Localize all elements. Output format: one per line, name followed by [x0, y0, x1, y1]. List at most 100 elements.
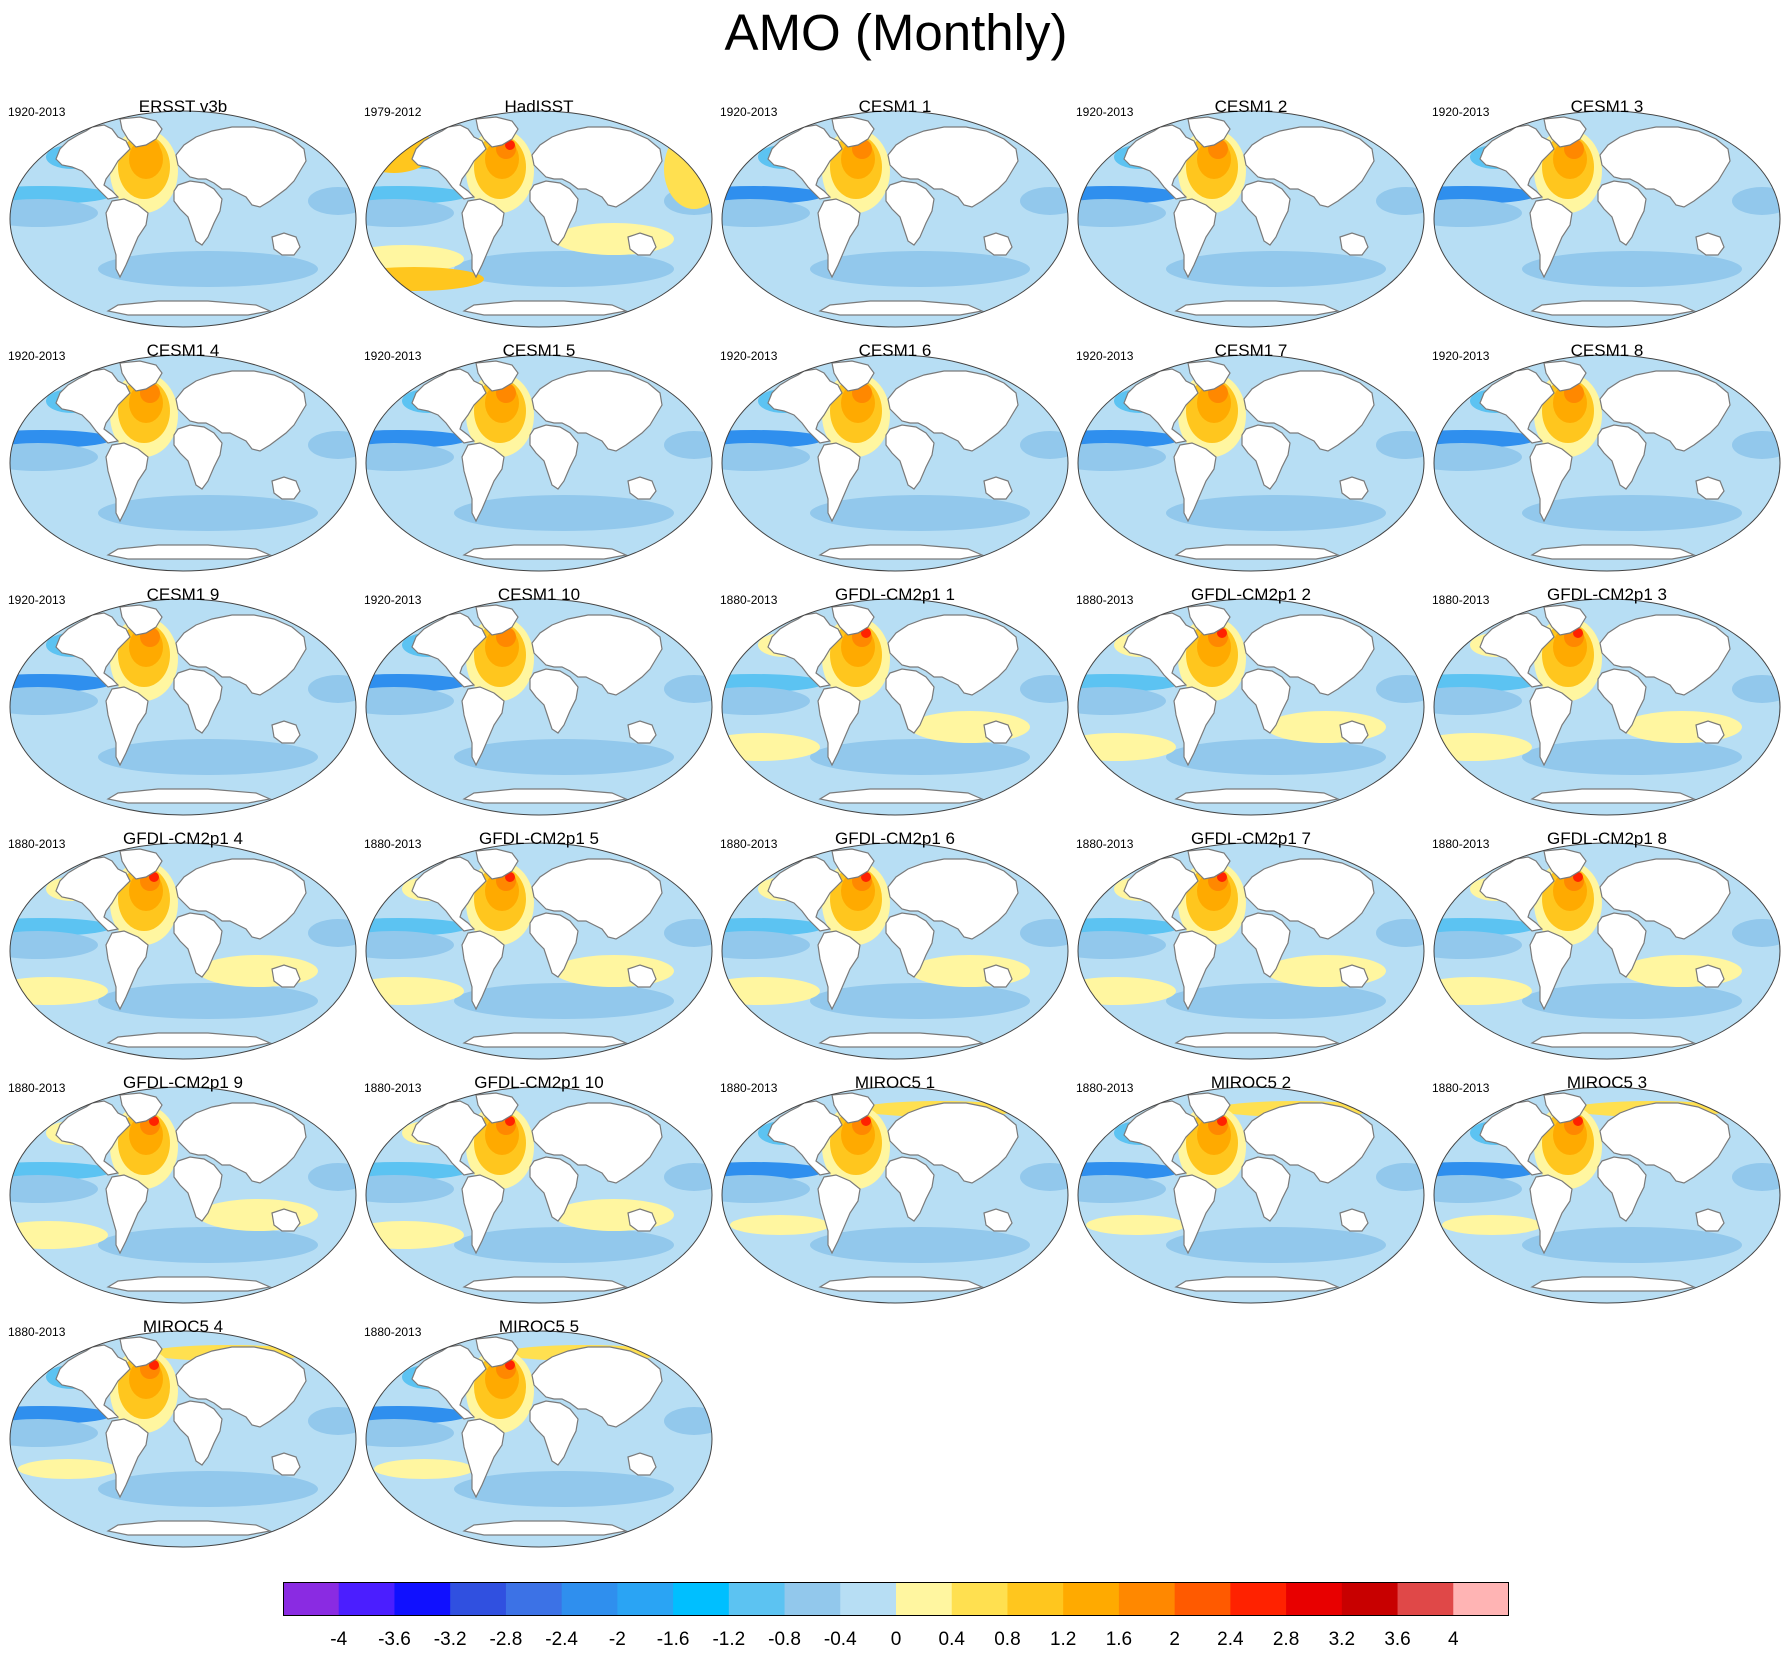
continent-outline [1123, 1100, 1199, 1176]
panel-years: 1920-2013 [8, 105, 66, 119]
pacific-cold-tongue [722, 186, 824, 204]
continent-outline [411, 856, 487, 932]
pacific-cool-region [10, 1175, 98, 1203]
colorbar-swatch [784, 1582, 841, 1616]
panel-years: 1880-2013 [1076, 593, 1134, 607]
world-map [365, 110, 713, 328]
colorbar-swatch [728, 1582, 786, 1616]
pacific-cold-tongue [1078, 918, 1180, 936]
southern-ocean-cool-band [1166, 983, 1386, 1019]
map-panel: GFDL-CM2p1 7 1880-2013 [1076, 829, 1426, 1061]
south-pacific-warm-band [1442, 1215, 1542, 1235]
world-map [721, 110, 1069, 328]
continent-outline [1530, 544, 1697, 560]
indian-ocean-warm-region [554, 223, 674, 255]
continent-outline [531, 370, 663, 452]
continent-outline [119, 604, 163, 636]
map-panel: MIROC5 5 1880-2013 [364, 1317, 714, 1549]
panel-years: 1880-2013 [364, 1325, 422, 1339]
continent-outline [462, 1032, 629, 1048]
continent-outline [271, 720, 301, 744]
continent-outline [55, 612, 131, 688]
colorbar-tick-label: 3.2 [1328, 1629, 1356, 1650]
continent-outline [529, 1156, 579, 1222]
continent-outline [1187, 604, 1231, 636]
map-panel: GFDL-CM2p1 5 1880-2013 [364, 829, 714, 1061]
continent-outline [1187, 360, 1231, 392]
continent-outline [818, 300, 985, 316]
pacific-cold-tongue [1434, 186, 1536, 204]
continent-outline [1174, 1032, 1341, 1048]
amo-peak [861, 628, 871, 638]
pacific-cool-region [366, 1419, 454, 1447]
continent-outline [817, 686, 861, 767]
panel-title: CESM1 6 [858, 341, 932, 360]
continent-outline [1543, 848, 1587, 880]
colorbar-swatch [1063, 1582, 1120, 1616]
colorbar-swatch [1007, 1582, 1064, 1616]
map-border [9, 842, 357, 1060]
continent-outline [105, 442, 149, 523]
panel-years: 1920-2013 [8, 349, 66, 363]
pacific-cold-tongue [1434, 674, 1536, 692]
continent-outline [627, 1208, 657, 1232]
continent-outline [461, 442, 505, 523]
continent-outline [1530, 1276, 1697, 1292]
colorbar-tick-label: 1.6 [1105, 1629, 1133, 1650]
continent-outline [1599, 126, 1731, 208]
world-map [1077, 110, 1425, 328]
continent-outline [831, 116, 875, 148]
amo-peak [1573, 872, 1583, 882]
map-border [365, 598, 713, 816]
pacific-cool-region [10, 931, 98, 959]
map-border [365, 354, 713, 572]
map-border [1433, 354, 1781, 572]
colorbar-swatch [951, 1582, 1008, 1616]
pacific-cold-tongue [1078, 1162, 1180, 1180]
colorbar-swatch [283, 1582, 340, 1616]
world-map [721, 1086, 1069, 1304]
continent-outline [1529, 686, 1573, 767]
continent-outline [818, 1032, 985, 1048]
colorbar-swatch [617, 1582, 674, 1616]
continent-outline [1695, 1208, 1725, 1232]
southern-ocean-cool-band [454, 739, 674, 775]
panel-years: 1880-2013 [8, 1325, 66, 1339]
world-map [9, 110, 357, 328]
map-panel: CESM1 6 1920-2013 [720, 341, 1070, 573]
panel-title: ERSST v3b [138, 97, 228, 116]
continent-outline [175, 1346, 307, 1428]
southern-ocean-cool-band [810, 739, 1030, 775]
continent-outline [1123, 368, 1199, 444]
world-map [9, 842, 357, 1060]
world-map [1433, 842, 1781, 1060]
continent-outline [461, 686, 505, 767]
pacific-cool-region [366, 931, 454, 959]
continent-outline [831, 1092, 875, 1124]
continent-outline [271, 232, 301, 256]
continent-outline [983, 476, 1013, 500]
continent-outline [627, 476, 657, 500]
world-map [9, 354, 357, 572]
continent-outline [462, 544, 629, 560]
continent-outline [173, 424, 223, 490]
continent-outline [1187, 1092, 1231, 1124]
colorbar-swatch [673, 1582, 730, 1616]
continent-outline [1339, 232, 1369, 256]
continent-outline [1479, 1100, 1555, 1176]
continent-outline [1173, 198, 1217, 279]
pacific-cold-tongue [366, 918, 468, 936]
continent-outline [1243, 858, 1375, 940]
continent-outline [1479, 856, 1555, 932]
continent-outline [1597, 668, 1647, 734]
world-map [1433, 1086, 1781, 1304]
southern-ocean-cool-band [1166, 739, 1386, 775]
continent-outline [1543, 1092, 1587, 1124]
amo-peak [505, 1116, 515, 1126]
southern-ocean-cool-band [454, 1471, 674, 1507]
pacific-cool-region [1434, 443, 1522, 471]
map-border [1433, 110, 1781, 328]
southern-ocean-cool-band [1166, 495, 1386, 531]
continent-outline [887, 370, 1019, 452]
pacific-cold-tongue [10, 674, 112, 692]
